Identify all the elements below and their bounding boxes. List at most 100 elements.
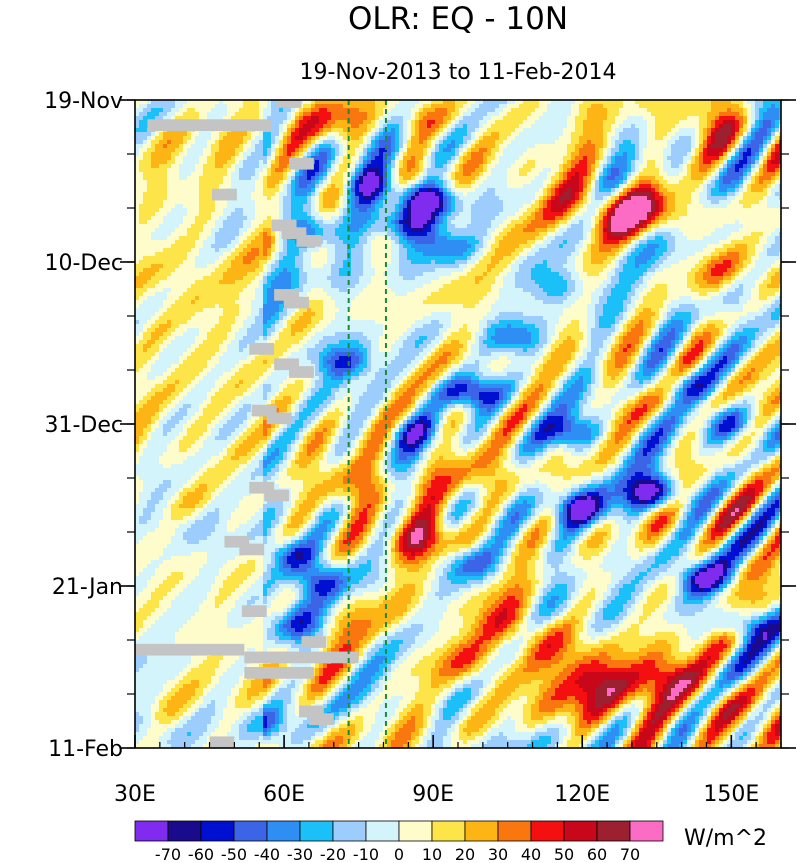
heatmap-cell: [763, 188, 768, 193]
heatmap-cell: [427, 216, 432, 221]
heatmap-cell: [327, 168, 332, 173]
heatmap-cell: [407, 124, 412, 129]
heatmap-cell: [539, 220, 544, 225]
heatmap-cell: [619, 196, 624, 201]
heatmap-cell: [563, 124, 568, 129]
heatmap-cell: [671, 204, 676, 209]
heatmap-cell: [627, 152, 632, 157]
heatmap-cell: [267, 204, 272, 209]
heatmap-cell: [347, 160, 352, 165]
heatmap-cell: [523, 124, 528, 129]
heatmap-cell: [163, 168, 168, 173]
heatmap-cell: [779, 144, 781, 149]
heatmap-cell: [439, 204, 444, 209]
heatmap-cell: [659, 172, 664, 177]
heatmap-cell: [487, 100, 492, 105]
heatmap-cell: [611, 164, 616, 169]
heatmap-cell: [443, 164, 448, 169]
heatmap-cell: [747, 128, 752, 133]
heatmap-cell: [515, 152, 520, 157]
heatmap-cell: [239, 176, 244, 181]
heatmap-cell: [587, 112, 592, 117]
heatmap-cell: [227, 216, 232, 221]
heatmap-cell: [579, 200, 584, 205]
heatmap-cell: [703, 192, 708, 197]
heatmap-cell: [711, 196, 716, 201]
heatmap-cell: [635, 108, 640, 113]
heatmap-cell: [431, 124, 436, 129]
heatmap-cell: [583, 200, 588, 205]
heatmap-cell: [551, 160, 556, 165]
heatmap-cell: [267, 104, 272, 109]
heatmap-cell: [407, 116, 412, 121]
heatmap-cell: [235, 212, 240, 217]
heatmap-cell: [303, 144, 308, 149]
heatmap-cell: [599, 160, 604, 165]
heatmap-cell: [435, 128, 440, 133]
heatmap-cell: [323, 176, 328, 181]
heatmap-cell: [507, 104, 512, 109]
heatmap-cell: [175, 156, 180, 161]
heatmap-cell: [479, 108, 484, 113]
heatmap-cell: [143, 172, 148, 177]
heatmap-cell: [163, 204, 168, 209]
heatmap-cell: [499, 184, 504, 189]
heatmap-cell: [159, 204, 164, 209]
heatmap-cell: [623, 188, 628, 193]
heatmap-cell: [623, 196, 628, 201]
heatmap-cell: [243, 212, 248, 217]
heatmap-cell: [655, 100, 660, 105]
heatmap-cell: [219, 164, 224, 169]
heatmap-cell: [447, 104, 452, 109]
heatmap-cell: [743, 124, 748, 129]
heatmap-cell: [647, 220, 652, 225]
heatmap-cell: [771, 188, 776, 193]
heatmap-cell: [775, 124, 780, 129]
heatmap-cell: [715, 148, 720, 153]
heatmap-cell: [483, 196, 488, 201]
heatmap-cell: [479, 164, 484, 169]
heatmap-cell: [247, 200, 252, 205]
heatmap-cell: [663, 128, 668, 133]
heatmap-cell: [703, 168, 708, 173]
heatmap-cell: [171, 180, 176, 185]
heatmap-cell: [743, 208, 748, 213]
heatmap-cell: [335, 200, 340, 205]
heatmap-cell: [659, 112, 664, 117]
heatmap-cell: [599, 152, 604, 157]
heatmap-cell: [211, 176, 216, 181]
heatmap-cell: [135, 160, 140, 165]
heatmap-cell: [635, 124, 640, 129]
heatmap-cell: [767, 112, 772, 117]
heatmap-cell: [751, 188, 756, 193]
heatmap-cell: [559, 132, 564, 137]
heatmap-cell: [511, 164, 516, 169]
heatmap-cell: [683, 136, 688, 141]
heatmap-cell: [631, 176, 636, 181]
heatmap-cell: [491, 204, 496, 209]
heatmap-cell: [623, 204, 628, 209]
heatmap-cell: [243, 176, 248, 181]
heatmap-cell: [535, 200, 540, 205]
heatmap-cell: [219, 160, 224, 165]
heatmap-cell: [767, 104, 772, 109]
heatmap-cell: [167, 216, 172, 221]
heatmap-cell: [515, 204, 520, 209]
heatmap-cell: [275, 140, 280, 145]
heatmap-cell: [499, 124, 504, 129]
heatmap-cell: [511, 100, 516, 105]
heatmap-cell: [523, 168, 528, 173]
heatmap-cell: [263, 108, 268, 113]
heatmap-cell: [707, 104, 712, 109]
heatmap-cell: [495, 156, 500, 161]
heatmap-cell: [467, 148, 472, 153]
heatmap-cell: [511, 192, 516, 197]
heatmap-cell: [291, 136, 296, 141]
heatmap-cell: [179, 164, 184, 169]
heatmap-cell: [759, 128, 764, 133]
heatmap-cell: [639, 140, 644, 145]
heatmap-cell: [515, 104, 520, 109]
heatmap-cell: [399, 216, 404, 221]
heatmap-cell: [275, 128, 280, 133]
heatmap-cell: [711, 164, 716, 169]
